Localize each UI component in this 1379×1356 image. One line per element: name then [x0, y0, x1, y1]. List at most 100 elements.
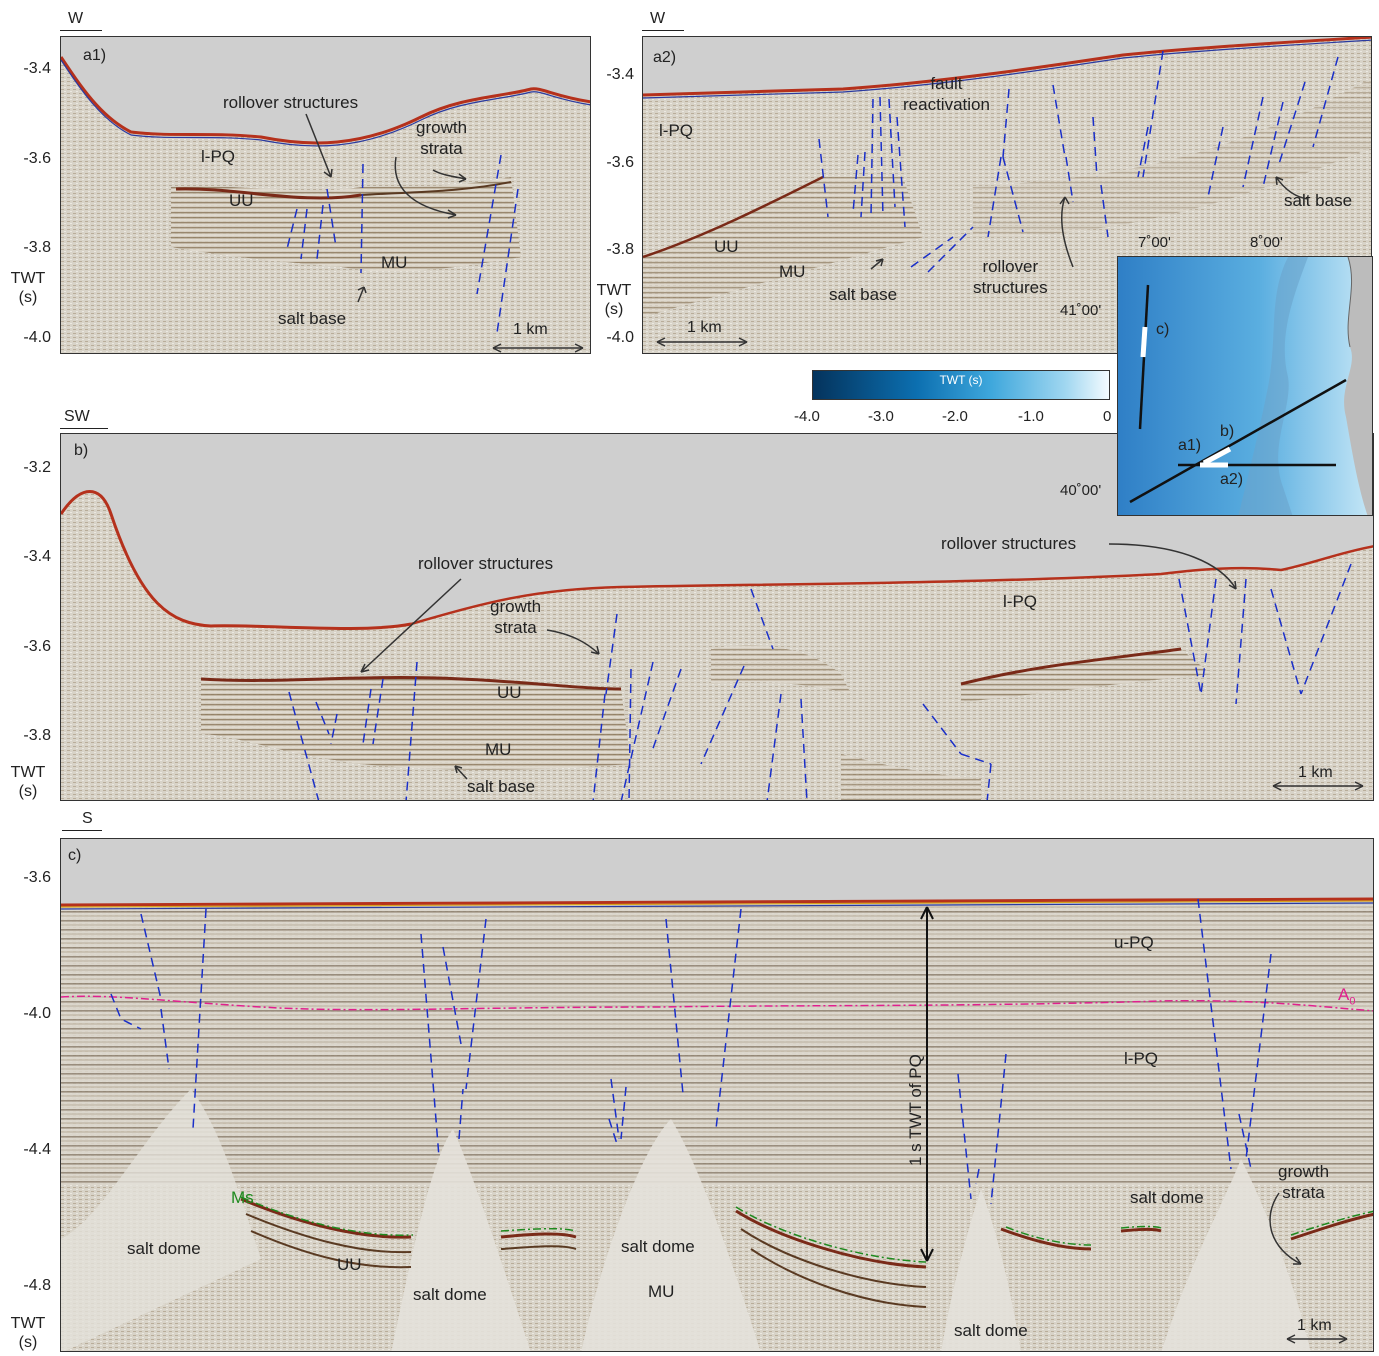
annotation-growth-strata-c: growth strata [1278, 1161, 1329, 1203]
direction-label: W [68, 10, 84, 27]
scale-bar-a2: 1 km [687, 319, 722, 336]
seismic-panel-c: c) u-PQ A0 l-PQ Ms salt dome UU salt dom… [60, 838, 1374, 1352]
seismic-image-c [61, 839, 1373, 1351]
annotation-upq-c: u-PQ [1114, 933, 1154, 952]
tick-a2-3: -4.0 [606, 329, 634, 346]
axis-title-line1: TWT [10, 270, 46, 287]
annotation-rollover-b-1: rollover structures [418, 554, 554, 573]
annotation-lpq-b: l-PQ [1003, 592, 1037, 611]
scale-bar-c: 1 km [1297, 1317, 1332, 1334]
colorbar-tick-3: -1.0 [1018, 408, 1044, 425]
direction-arrow-a2: W [642, 10, 684, 31]
profile-label-a2: a2) [1220, 471, 1244, 488]
colorbar-title: TWT (s) [939, 373, 983, 387]
annotation-uu-c: UU [337, 1255, 362, 1274]
map-lon-label-0: 7˚00' [1138, 234, 1171, 251]
profile-label-c: c) [1156, 321, 1170, 338]
tick-a2-2: -3.8 [606, 241, 634, 258]
direction-label: S [82, 810, 93, 827]
annotation-rollover-b-2: rollover structures [941, 534, 1077, 553]
vertical-label-pq-thickness: 1 s TWT of PQ [906, 1054, 925, 1166]
annotation-salt-base-b: salt base [467, 777, 536, 796]
growth-line1: growth [490, 597, 542, 616]
annotation-growth-strata-b: growth strata [490, 596, 541, 638]
profile-label-a1: a1) [1178, 437, 1202, 454]
growth-line2: strata [494, 618, 537, 637]
seismic-image-a1 [61, 37, 590, 353]
direction-label: W [650, 10, 666, 27]
rollover-line1: rollover [982, 257, 1039, 276]
panel-label-a1: a1) [83, 47, 107, 64]
panel-label-a2: a2) [653, 49, 677, 66]
annotation-salt-dome-3: salt dome [621, 1237, 695, 1256]
growth-line1: growth [1278, 1162, 1330, 1181]
tick-c-3: -4.8 [23, 1277, 51, 1294]
seismic-panel-a1: a1) rollover structures growth strata l-… [60, 36, 591, 354]
profile-label-b: b) [1220, 423, 1235, 440]
colorbar: TWT (s) [812, 370, 1110, 400]
annotation-lpq-a1: l-PQ [201, 147, 235, 166]
map-lat-label-0: 41˚00' [1060, 302, 1102, 319]
axis-title-a2: TWT (s) [594, 281, 634, 319]
fault-line2: reactivation [903, 95, 990, 114]
direction-arrow-c: S [62, 810, 102, 831]
tick-a2-1: -3.6 [606, 154, 634, 171]
axis-title-c: TWT (s) [8, 1314, 48, 1352]
annotation-mu-a2: MU [779, 262, 806, 281]
annotation-salt-base-a1: salt base [278, 309, 347, 328]
annotation-salt-base-a2-2: salt base [1284, 191, 1353, 210]
location-map-inset: 7˚00' c) a1) b) a2) [1117, 256, 1373, 516]
annotation-uu-b: UU [497, 683, 522, 702]
bathymetry-map [1118, 257, 1372, 515]
tick-c-0: -3.6 [23, 869, 51, 886]
tick-a1-0: -3.4 [23, 60, 51, 77]
panel-label-b: b) [74, 442, 89, 459]
tick-b-1: -3.4 [23, 548, 51, 565]
direction-arrow-b: SW [60, 408, 108, 429]
colorbar-tick-0: -4.0 [794, 408, 820, 425]
annotation-uu-a1: UU [229, 191, 254, 210]
annotation-rollover-a2: rollover structures [973, 256, 1048, 298]
tick-a1-2: -3.8 [23, 239, 51, 256]
axis-title-line1: TWT [596, 282, 632, 299]
annotation-salt-dome-4: salt dome [954, 1321, 1028, 1340]
annotation-ms-c: Ms [231, 1188, 254, 1207]
growth-line2: strata [1282, 1183, 1325, 1202]
tick-a2-0: -3.4 [606, 66, 634, 83]
axis-title-line2: (s) [18, 289, 38, 306]
annotation-lpq-c: l-PQ [1124, 1049, 1158, 1068]
annotation-mu-c: MU [648, 1282, 675, 1301]
a0-letter: A [1338, 985, 1350, 1004]
annotation-growth-strata-a1: growth strata [416, 117, 467, 159]
tick-a1-1: -3.6 [23, 150, 51, 167]
annotation-salt-base-a2-1: salt base [829, 285, 898, 304]
annotation-rollover-a1: rollover structures [223, 93, 359, 112]
direction-arrow-a1: W [60, 10, 102, 31]
tick-c-1: -4.0 [23, 1005, 51, 1022]
tick-c-2: -4.4 [23, 1141, 51, 1158]
axis-title-b: TWT (s) [8, 763, 48, 801]
growth-line2: strata [420, 139, 463, 158]
annotation-lpq-a2: l-PQ [659, 121, 693, 140]
axis-title-line1: TWT [10, 1315, 46, 1332]
annotation-salt-dome-1: salt dome [127, 1239, 201, 1258]
axis-title-line2: (s) [18, 1334, 38, 1351]
tick-b-3: -3.8 [23, 727, 51, 744]
rollover-line2: structures [973, 278, 1048, 297]
map-lon-label-1: 8˚00' [1250, 234, 1283, 251]
annotation-uu-a2: UU [714, 237, 739, 256]
colorbar-tick-4: 0 [1103, 408, 1112, 425]
annotation-salt-dome-5: salt dome [1130, 1188, 1204, 1207]
annotation-salt-dome-2: salt dome [413, 1285, 487, 1304]
tick-b-0: -3.2 [23, 459, 51, 476]
annotation-fault-reactivation: fault reactivation [903, 73, 990, 115]
tick-a1-3: -4.0 [23, 329, 51, 346]
a0-subscript: 0 [1349, 995, 1356, 1008]
axis-title-line2: (s) [604, 301, 624, 318]
map-lat-label-1: 40˚00' [1060, 482, 1102, 499]
scale-bar-a1: 1 km [513, 321, 548, 338]
scale-bar-b: 1 km [1298, 764, 1333, 781]
fault-line1: fault [930, 74, 963, 93]
colorbar-tick-2: -2.0 [942, 408, 968, 425]
direction-label: SW [64, 408, 90, 425]
